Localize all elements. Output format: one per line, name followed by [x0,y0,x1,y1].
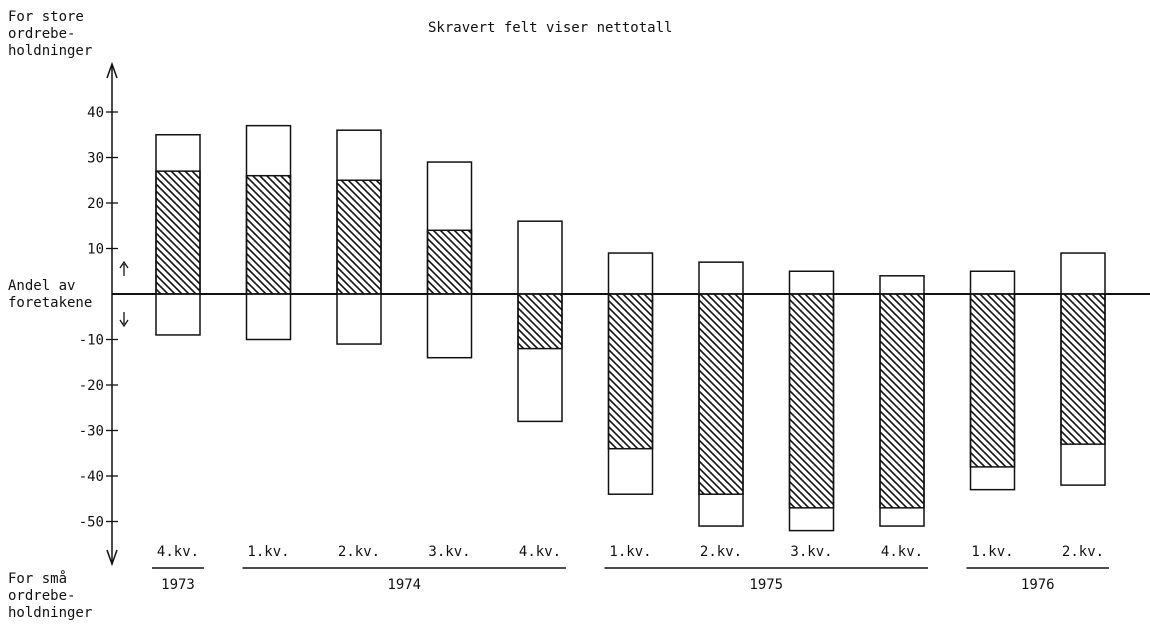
bar-sma [426,293,473,359]
year-groups: 1973 1974 1975 1976 [152,567,1109,593]
bar-netto [517,293,563,350]
bar-store [607,252,654,295]
bar-store [788,270,835,295]
bar-netto [155,170,201,295]
bar-netto [607,293,654,450]
bar-netto [245,174,292,295]
y-tick-label: 10 [87,242,104,258]
y-tick-label: -50 [79,515,104,531]
y-tick-label: -20 [79,378,104,394]
year-label: 1974 [387,577,421,593]
x-tick-label: 2.kv. [700,544,742,560]
bar-netto [879,293,925,509]
bars [155,124,1106,532]
bar-store [969,270,1016,295]
x-tick-label: 3.kv. [428,544,470,560]
bar-sma [336,293,382,345]
x-tick-label: 4.kv. [881,544,923,560]
bar-sma [155,293,201,336]
y-bottom-label-line: ordrebe- [8,588,75,604]
y-middle-label-line: foretakene [8,295,92,311]
y-top-label-line: ordrebe- [8,26,75,42]
bar-netto [336,179,382,295]
y-tick-label: 40 [87,105,104,121]
y-top-label-line: holdninger [8,43,92,59]
bar-netto [969,293,1016,468]
x-tick-label: 1.kv. [609,544,651,560]
y-top-label-line: For store [8,9,84,25]
x-tick-label: 3.kv. [790,544,832,560]
year-label: 1973 [161,577,195,593]
bar-store [1060,252,1106,295]
y-tick-label: -10 [79,333,104,349]
bar-sma [245,293,292,341]
y-ticks: 40 30 20 10 -10 -20 -30 -40 -50 [79,105,118,531]
x-tick-label: 1.kv. [247,544,289,560]
y-axis-down-arrow [106,549,118,567]
x-tick-label: 1.kv. [971,544,1013,560]
bar-store [879,275,925,295]
bar-store [698,261,744,295]
y-middle-label-line: Andel av [8,278,75,294]
middle-up-arrow [119,260,129,276]
y-bottom-label-line: For små [8,570,67,587]
x-tick-label: 4.kv. [519,544,561,560]
x-tick-label: 2.kv. [338,544,380,560]
y-bottom-label-line: holdninger [8,605,92,621]
bar-netto [1060,293,1106,445]
bar-netto [426,229,473,295]
x-tick-label: 2.kv. [1062,544,1104,560]
y-tick-label: -40 [79,469,104,485]
chart-title: Skravert felt viser nettotall [428,20,672,36]
year-label: 1975 [749,577,783,593]
y-tick-label: 20 [87,196,104,212]
bar-store [517,220,563,295]
x-tick-label: 4.kv. [157,544,199,560]
y-axis-up-arrow [106,61,118,79]
year-label: 1976 [1021,577,1055,593]
y-tick-label: -30 [79,424,104,440]
y-tick-label: 30 [87,151,104,167]
middle-down-arrow [119,312,129,328]
bar-netto [698,293,744,495]
x-tick-labels: 4.kv. 1.kv. 2.kv. 3.kv. 4.kv. 1.kv. 2.kv. 3.kv.… [157,544,1104,560]
bar-netto [788,293,835,509]
